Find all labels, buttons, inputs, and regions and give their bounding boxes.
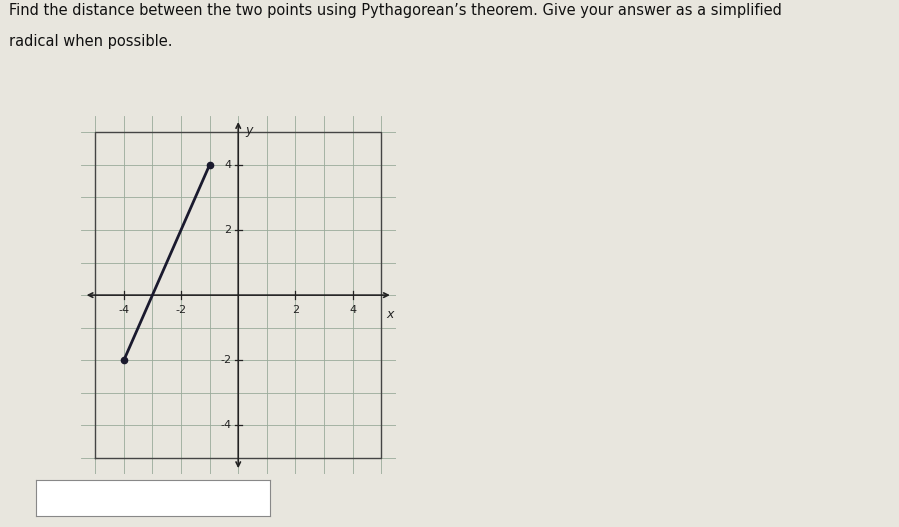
Text: 4: 4 — [224, 160, 231, 170]
Text: 2: 2 — [224, 225, 231, 235]
Text: -4: -4 — [119, 305, 129, 315]
Text: radical when possible.: radical when possible. — [9, 34, 173, 49]
Text: x: x — [387, 308, 394, 321]
Text: -2: -2 — [220, 355, 231, 365]
Text: 2: 2 — [292, 305, 299, 315]
Text: 4: 4 — [349, 305, 356, 315]
Text: Find the distance between the two points using Pythagorean’s theorem. Give your : Find the distance between the two points… — [9, 3, 782, 17]
Text: -4: -4 — [220, 421, 231, 431]
Text: y: y — [245, 124, 253, 137]
Text: -2: -2 — [175, 305, 187, 315]
